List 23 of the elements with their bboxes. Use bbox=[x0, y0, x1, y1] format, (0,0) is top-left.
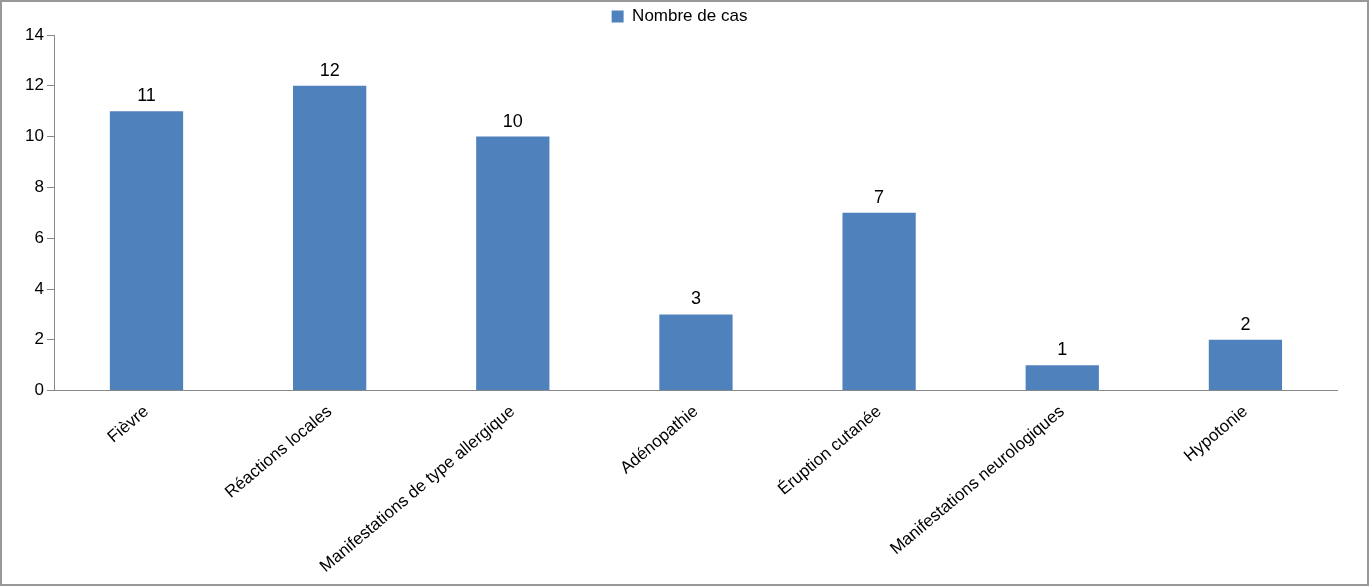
bar bbox=[659, 314, 733, 391]
data-label: 10 bbox=[502, 110, 523, 131]
y-tick-label: 10 bbox=[24, 126, 44, 146]
y-tick-label: 12 bbox=[24, 75, 44, 95]
data-label: 2 bbox=[1240, 313, 1251, 334]
bar bbox=[1208, 339, 1283, 391]
data-label: 1 bbox=[1057, 339, 1068, 360]
y-tick-label: 4 bbox=[34, 278, 44, 298]
bar bbox=[842, 212, 916, 391]
data-label: 7 bbox=[874, 186, 885, 207]
data-label: 3 bbox=[690, 288, 701, 309]
bar bbox=[1025, 365, 1099, 391]
y-tick-label: 8 bbox=[34, 177, 44, 197]
data-label: 11 bbox=[137, 85, 156, 106]
y-tick-label: 0 bbox=[34, 380, 44, 400]
y-tick-label: 14 bbox=[24, 24, 44, 44]
data-label: 12 bbox=[319, 59, 340, 80]
legend-label: Nombre de cas bbox=[632, 6, 748, 26]
bar bbox=[109, 111, 184, 391]
bar bbox=[293, 85, 367, 391]
y-tick-label: 6 bbox=[34, 227, 44, 247]
y-tick-label: 2 bbox=[34, 329, 44, 349]
bar bbox=[476, 136, 550, 391]
